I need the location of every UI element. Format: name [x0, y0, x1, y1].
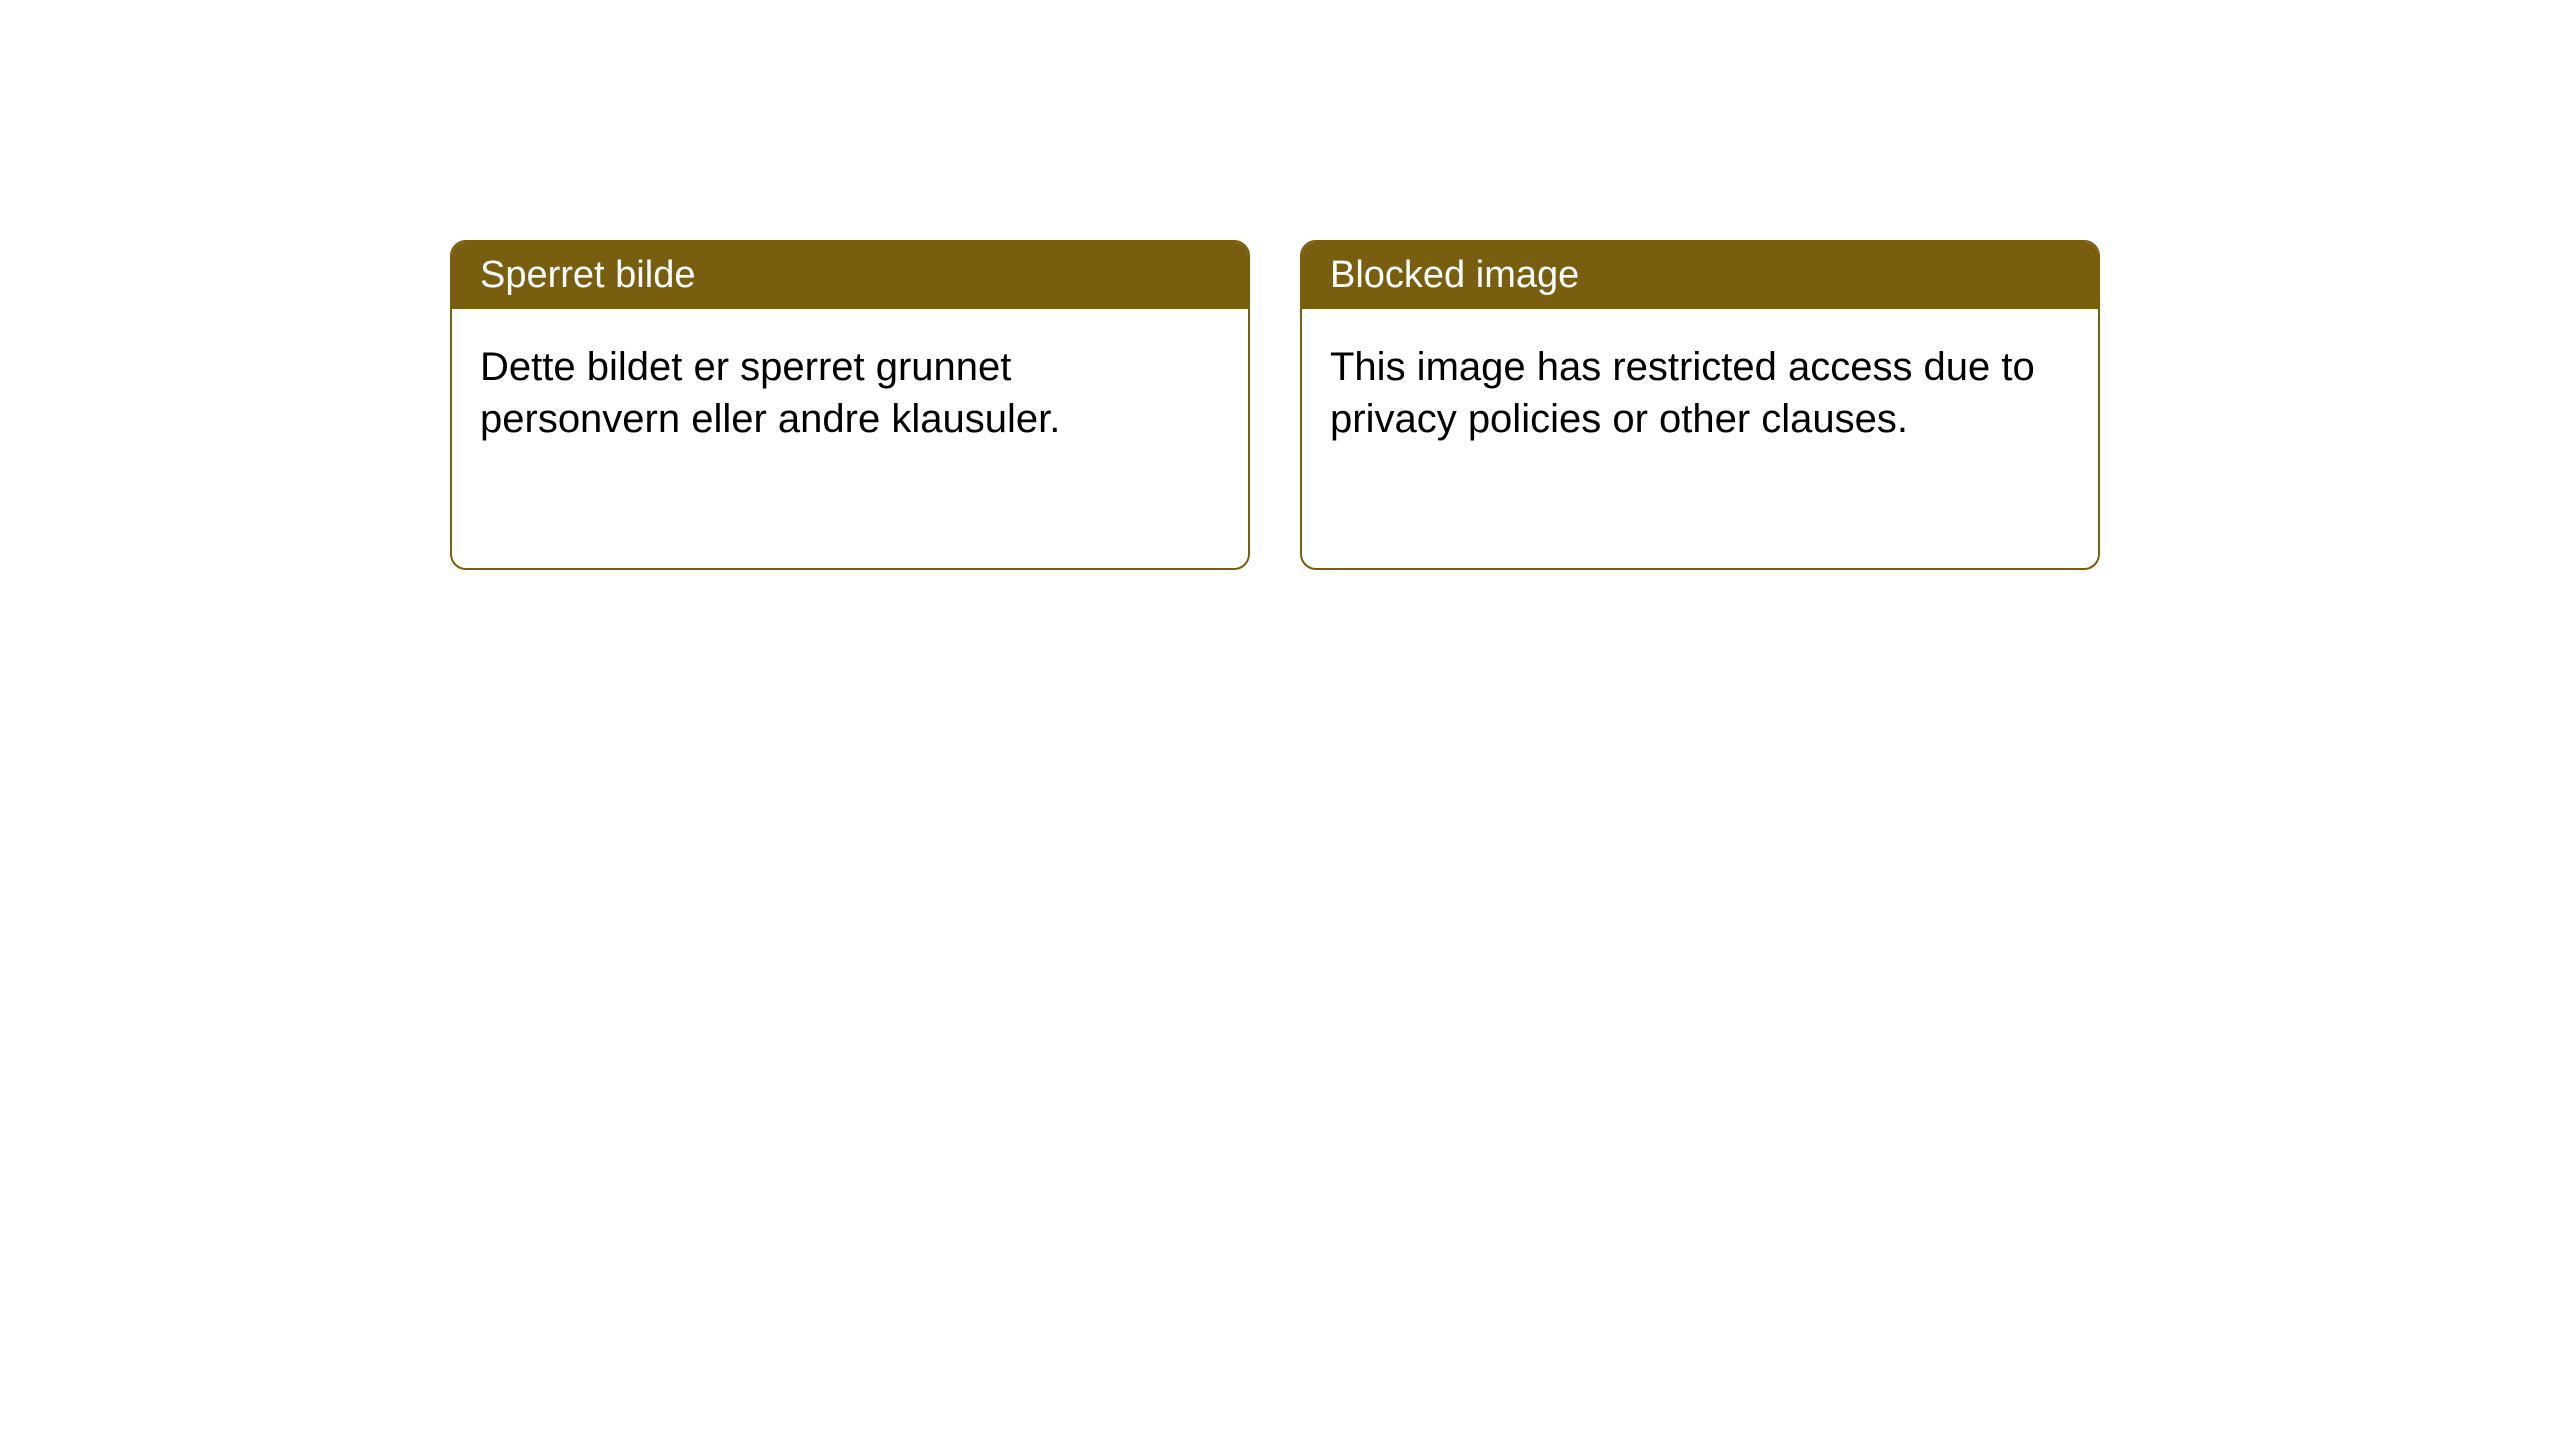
card-body: Dette bildet er sperret grunnet personve… [452, 309, 1248, 477]
card-body-text: This image has restricted access due to … [1330, 345, 2035, 441]
card-title: Blocked image [1330, 254, 1579, 296]
blocked-image-card-en: Blocked image This image has restricted … [1300, 240, 2100, 570]
card-body: This image has restricted access due to … [1302, 309, 2098, 477]
card-header: Blocked image [1302, 242, 2098, 309]
blocked-image-card-no: Sperret bilde Dette bildet er sperret gr… [450, 240, 1250, 570]
card-container: Sperret bilde Dette bildet er sperret gr… [0, 0, 2560, 570]
card-header: Sperret bilde [452, 242, 1248, 309]
card-title: Sperret bilde [480, 254, 695, 296]
card-body-text: Dette bildet er sperret grunnet personve… [480, 345, 1060, 441]
